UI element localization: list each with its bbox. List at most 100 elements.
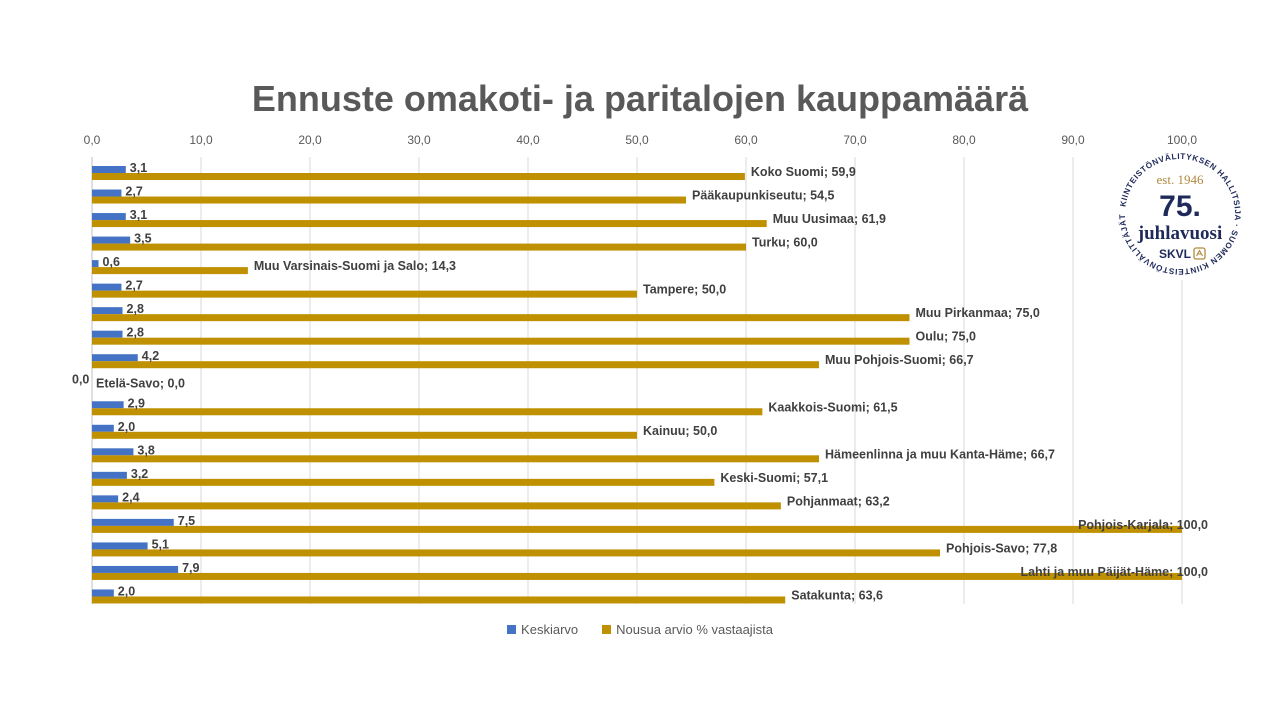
legend-item-nousua: Nousua arvio % vastaajista — [602, 622, 773, 637]
bar-keskiarvo — [92, 589, 114, 597]
bar-keskiarvo — [92, 495, 119, 503]
data-label-nousua: Tampere; 50,0 — [643, 283, 726, 297]
legend-swatch-keskiarvo — [507, 625, 517, 634]
data-label-nousua: Muu Pohjois-Suomi; 66,7 — [825, 353, 974, 367]
data-label-nousua: Pohjois-Karjala; 100,0 — [1078, 518, 1208, 532]
data-label-nousua: Etelä-Savo; 0,0 — [96, 377, 185, 391]
bar-keskiarvo — [92, 283, 122, 291]
bar-nousua — [92, 196, 687, 204]
data-label-nousua: Lahti ja muu Päijät-Häme; 100,0 — [1020, 565, 1208, 579]
bar-keskiarvo — [92, 401, 124, 409]
data-label-nousua: Pääkaupunkiseutu; 54,5 — [692, 189, 834, 203]
data-label-nousua: Pohjois-Savo; 77,8 — [946, 541, 1057, 555]
data-label-keskiarvo: 3,1 — [130, 161, 147, 175]
bar-keskiarvo — [92, 518, 174, 526]
x-tick-label: 70,0 — [843, 133, 867, 147]
logo-house-icon — [1193, 247, 1206, 260]
logo-word: juhlavuosi — [1137, 223, 1222, 244]
data-label-keskiarvo: 2,7 — [125, 185, 142, 199]
x-tick-label: 100,0 — [1167, 133, 1197, 147]
bar-keskiarvo — [92, 166, 126, 173]
bar-nousua — [92, 267, 248, 275]
data-label-nousua: Kainuu; 50,0 — [643, 424, 717, 438]
data-label-keskiarvo: 0,6 — [103, 255, 120, 269]
logo-brand: SKVL — [1159, 247, 1191, 261]
x-tick-label: 50,0 — [625, 133, 649, 147]
bar-nousua — [92, 314, 910, 322]
data-label-keskiarvo: 0,0 — [72, 373, 89, 387]
bar-nousua — [92, 220, 767, 228]
bar-keskiarvo — [92, 424, 114, 432]
bar-nousua — [92, 408, 763, 416]
data-label-keskiarvo: 2,8 — [127, 302, 144, 316]
bar-keskiarvo — [92, 213, 126, 221]
x-tick-label: 10,0 — [189, 133, 213, 147]
x-tick-label: 80,0 — [952, 133, 976, 147]
data-labels: 3,1 Koko Suomi; 59,9 2,7 Pääkaupunkiseutu; … — [72, 161, 1208, 602]
data-label-nousua: Muu Pirkanmaa; 75,0 — [916, 306, 1040, 320]
x-tick-label: 20,0 — [298, 133, 322, 147]
bar-nousua — [92, 502, 781, 510]
legend-swatch-nousua — [602, 625, 612, 634]
data-label-keskiarvo: 7,9 — [182, 561, 199, 575]
bar-nousua — [92, 572, 1182, 580]
data-label-keskiarvo: 5,1 — [152, 537, 169, 551]
bar-nousua — [92, 243, 746, 251]
data-label-nousua: Muu Uusimaa; 61,9 — [773, 212, 886, 226]
data-label-keskiarvo: 2,4 — [122, 490, 139, 504]
x-tick-label: 0,0 — [84, 133, 101, 147]
x-tick-label: 30,0 — [407, 133, 431, 147]
bar-keskiarvo — [92, 236, 131, 244]
legend-label-keskiarvo: Keskiarvo — [521, 622, 579, 637]
bar-keskiarvo — [92, 448, 134, 456]
bar-nousua — [92, 455, 820, 463]
bar-nousua — [92, 431, 637, 439]
bar-nousua — [92, 478, 715, 486]
logo-house-icon-glyph — [1196, 249, 1203, 257]
bar-nousua — [92, 290, 637, 298]
logo-number: 75. — [1159, 190, 1201, 223]
data-label-nousua: Koko Suomi; 59,9 — [751, 165, 856, 179]
data-label-keskiarvo: 3,8 — [137, 443, 154, 457]
data-label-keskiarvo: 3,2 — [131, 467, 148, 481]
bar-keskiarvo — [92, 565, 179, 573]
legend-item-keskiarvo: Keskiarvo — [507, 622, 578, 637]
bar-nousua — [92, 596, 786, 604]
data-label-nousua: Muu Varsinais-Suomi ja Salo; 14,3 — [254, 259, 456, 273]
data-label-nousua: Kaakkois-Suomi; 61,5 — [768, 400, 897, 414]
legend-label-nousua: Nousua arvio % vastaajista — [616, 622, 773, 637]
x-tick-label: 60,0 — [734, 133, 758, 147]
logo-est: est. 1946 — [1157, 172, 1204, 187]
skvl-anniversary-logo: KIINTEISTÖNVÄLITYKSEN HALLITSIJA · SUOME… — [1112, 146, 1246, 280]
data-label-keskiarvo: 3,1 — [130, 208, 147, 222]
bar-keskiarvo — [92, 542, 148, 550]
data-label-keskiarvo: 2,0 — [118, 584, 135, 598]
bar-keskiarvo — [92, 260, 99, 268]
bar-keskiarvo — [92, 189, 122, 197]
chart-title: Ennuste omakoti- ja paritalojen kauppamä… — [251, 78, 1029, 119]
bar-keskiarvo — [92, 330, 123, 338]
data-label-nousua: Pohjanmaat; 63,2 — [787, 494, 890, 508]
bar-nousua — [92, 361, 820, 369]
bars — [92, 166, 1182, 604]
data-label-keskiarvo: 7,5 — [178, 514, 195, 528]
data-label-nousua: Turku; 60,0 — [752, 236, 818, 250]
x-tick-label: 40,0 — [516, 133, 540, 147]
data-label-nousua: Oulu; 75,0 — [916, 330, 976, 344]
bar-keskiarvo — [92, 354, 138, 362]
data-label-nousua: Keski-Suomi; 57,1 — [720, 471, 828, 485]
bar-nousua — [92, 549, 941, 557]
bar-nousua — [92, 173, 745, 180]
data-label-nousua: Hämeenlinna ja muu Kanta-Häme; 66,7 — [825, 447, 1055, 461]
data-label-keskiarvo: 3,5 — [134, 232, 151, 246]
bar-keskiarvo — [92, 471, 127, 479]
data-label-nousua: Satakunta; 63,6 — [791, 588, 883, 602]
data-label-keskiarvo: 4,2 — [142, 349, 159, 363]
bar-keskiarvo — [92, 307, 123, 315]
x-axis-ticks: 0,0 10,0 20,0 30,0 40,0 50,0 60,0 70,0 80,0 90,0 1… — [84, 133, 1198, 147]
bar-nousua — [92, 337, 910, 345]
data-label-keskiarvo: 2,7 — [125, 279, 142, 293]
bar-nousua — [92, 525, 1182, 533]
x-tick-label: 90,0 — [1061, 133, 1085, 147]
